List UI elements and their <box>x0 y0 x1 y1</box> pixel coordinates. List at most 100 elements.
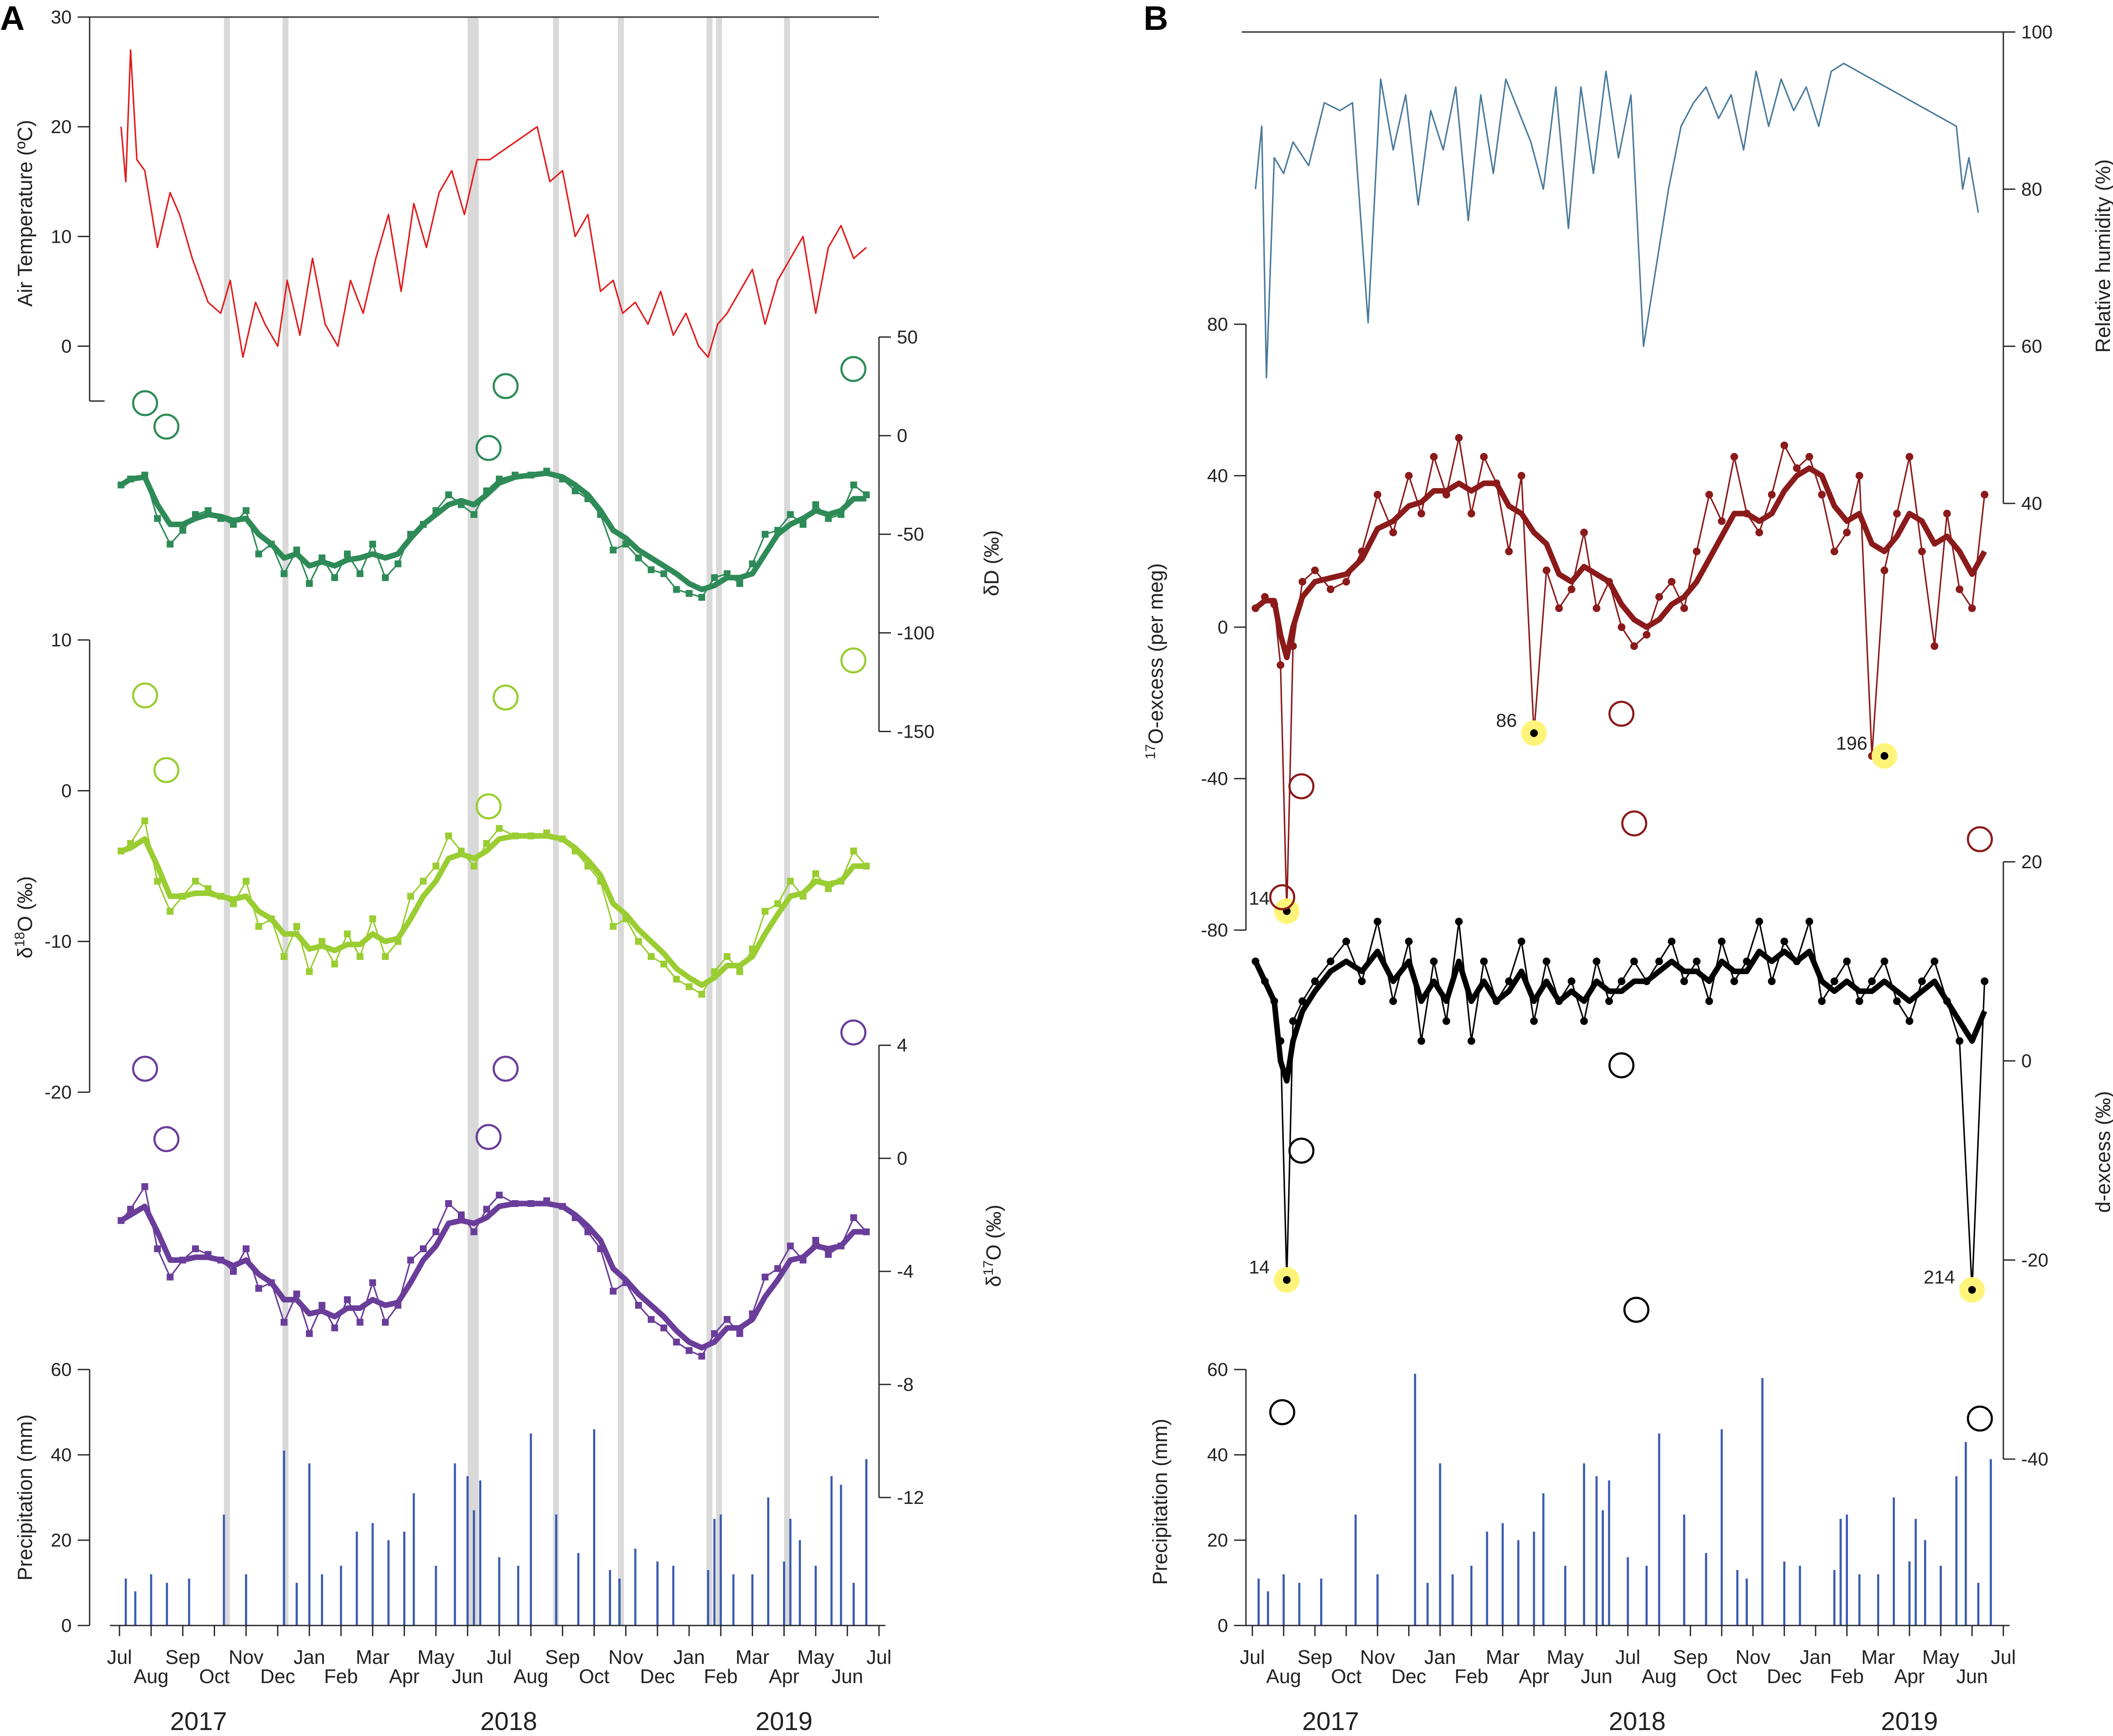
a-d17O-point-55 <box>825 1251 832 1258</box>
a-d17O-point-17 <box>331 1324 338 1332</box>
b-o17-point-38 <box>1718 517 1726 525</box>
a-d18O-point-46 <box>711 968 718 975</box>
a-dD-point-45 <box>698 594 705 601</box>
a-d18O-point-5 <box>179 893 186 900</box>
b-dex-point-52 <box>1893 997 1901 1005</box>
a-d17O-point-32 <box>527 1200 535 1207</box>
a-d18O-point-18 <box>344 931 351 937</box>
b-o17-point-16 <box>1442 491 1450 499</box>
a-d17O-point-29 <box>483 1206 490 1213</box>
b-month-bottom-5: Jun <box>1581 1665 1612 1687</box>
a-precip-axis-title: Precipitation (mm) <box>14 1414 37 1580</box>
b-o17-tick-label-2: 0 <box>1218 617 1228 638</box>
a-d18O-point-36 <box>584 863 591 869</box>
a-d17O-point-23 <box>407 1256 414 1264</box>
a-month-bottom-7: Oct <box>579 1665 610 1687</box>
b-dex-point-55 <box>1930 957 1938 965</box>
a-month-top-7: Sep <box>545 1646 580 1668</box>
a-dD-point-54 <box>812 501 819 508</box>
b-dex-point-17 <box>1455 918 1463 925</box>
b-dex-smooth-line <box>1253 948 1987 1084</box>
b-o17-point-39 <box>1730 453 1738 461</box>
b-o17-point-30 <box>1618 623 1626 631</box>
b-o17-point-57 <box>1956 585 1964 593</box>
a-dD-point-28 <box>470 511 477 518</box>
a-month-top-9: Jan <box>673 1646 705 1668</box>
a-dD-point-43 <box>673 586 680 593</box>
a-d17O-point-20 <box>369 1279 376 1286</box>
highlight-band-6 <box>716 17 722 1626</box>
a-month-bottom-5: Jun <box>452 1665 483 1687</box>
a-d17O-point-4 <box>166 1274 174 1281</box>
a-d17O-point-12 <box>268 1279 275 1286</box>
a-d18O-point-17 <box>331 960 338 968</box>
a-dD-point-2 <box>141 471 148 479</box>
a-d18O-point-58 <box>863 863 870 869</box>
a-dD-tick-label-1: 0 <box>897 425 907 446</box>
a-dD-point-25 <box>432 507 439 514</box>
b-month-bottom-3: Feb <box>1455 1665 1488 1687</box>
a-month-top-10: Mar <box>736 1646 769 1668</box>
a-d17O-point-13 <box>280 1319 288 1326</box>
a-d17O-point-34 <box>559 1203 566 1210</box>
b-o17-point-8 <box>1327 585 1335 593</box>
a-d18O-point-23 <box>407 893 414 900</box>
b-rh-line <box>1254 62 1979 379</box>
a-month-top-6: Jul <box>487 1646 512 1668</box>
b-dex-tick-label-0: 20 <box>2021 852 2042 872</box>
a-d18O-point-37 <box>597 878 604 885</box>
b-rh-tick-label-0: 100 <box>2021 22 2052 43</box>
a-dD-point-22 <box>394 560 402 567</box>
a-dD-point-18 <box>344 550 351 558</box>
a-dD-point-23 <box>407 531 414 538</box>
b-dex-point-53 <box>1906 1017 1913 1025</box>
b-dex-point-7 <box>1311 977 1319 985</box>
a-dD-point-20 <box>369 541 376 548</box>
b-dex-point-41 <box>1755 918 1763 925</box>
a-d17O-point-50 <box>762 1274 768 1281</box>
b-dex-highlight-point-1 <box>1968 1286 1976 1294</box>
a-month-top-3: Jan <box>294 1646 325 1668</box>
b-o17-point-34 <box>1668 578 1676 586</box>
a-dD-point-26 <box>445 491 452 498</box>
a-dD-point-34 <box>559 475 566 483</box>
a-open-circle-6 <box>153 757 180 783</box>
a-d18O-point-29 <box>483 840 490 847</box>
a-d18O-smooth-line <box>120 833 867 988</box>
a-dD-point-58 <box>863 491 870 498</box>
a-d17O-title-delta: δ <box>983 1276 1005 1287</box>
a-d18O-point-50 <box>762 908 768 915</box>
b-o17-point-56 <box>1943 509 1951 518</box>
b-o17-tick-label-3: -40 <box>1201 768 1228 789</box>
a-dD-point-21 <box>382 574 389 581</box>
a-temp-tick-label-3: 30 <box>51 7 72 28</box>
b-o17-point-52 <box>1893 509 1901 518</box>
a-temp-tick-label-0: 0 <box>61 336 72 357</box>
b-dex-point-56 <box>1943 997 1951 1005</box>
b-dex-point-25 <box>1555 997 1563 1005</box>
a-dD-point-47 <box>724 570 731 577</box>
b-o17-annotation-label-1: 86 <box>1496 710 1517 731</box>
highlight-band-5 <box>706 17 713 1626</box>
a-month-top-12: Jul <box>867 1646 892 1668</box>
a-d17O-point-6 <box>192 1245 199 1252</box>
a-d17O-point-0 <box>117 1217 125 1224</box>
b-o17-point-27 <box>1580 529 1588 537</box>
b-dex-point-40 <box>1743 957 1751 965</box>
a-d18O-point-9 <box>230 900 237 907</box>
b-precip-tick-label-0: 0 <box>1218 1615 1228 1636</box>
a-d17O-point-52 <box>787 1242 794 1250</box>
a-d17O-point-41 <box>648 1316 655 1323</box>
a-dD-point-16 <box>318 554 326 561</box>
a-dD-point-50 <box>762 531 768 538</box>
a-d18O-point-52 <box>787 878 794 885</box>
b-dex-point-6 <box>1298 997 1307 1005</box>
a-dD-point-56 <box>838 511 844 518</box>
b-dex-point-43 <box>1780 937 1788 945</box>
a-d17O-tick-label-2: -4 <box>897 1261 914 1282</box>
a-d17O-point-38 <box>610 1288 617 1295</box>
b-o17-annotation-label-0: 14 <box>1249 888 1270 909</box>
a-dD-tick-label-3: -100 <box>897 622 934 643</box>
a-precip-tick-label-1: 20 <box>51 1530 72 1551</box>
a-d18O-point-45 <box>698 991 705 998</box>
